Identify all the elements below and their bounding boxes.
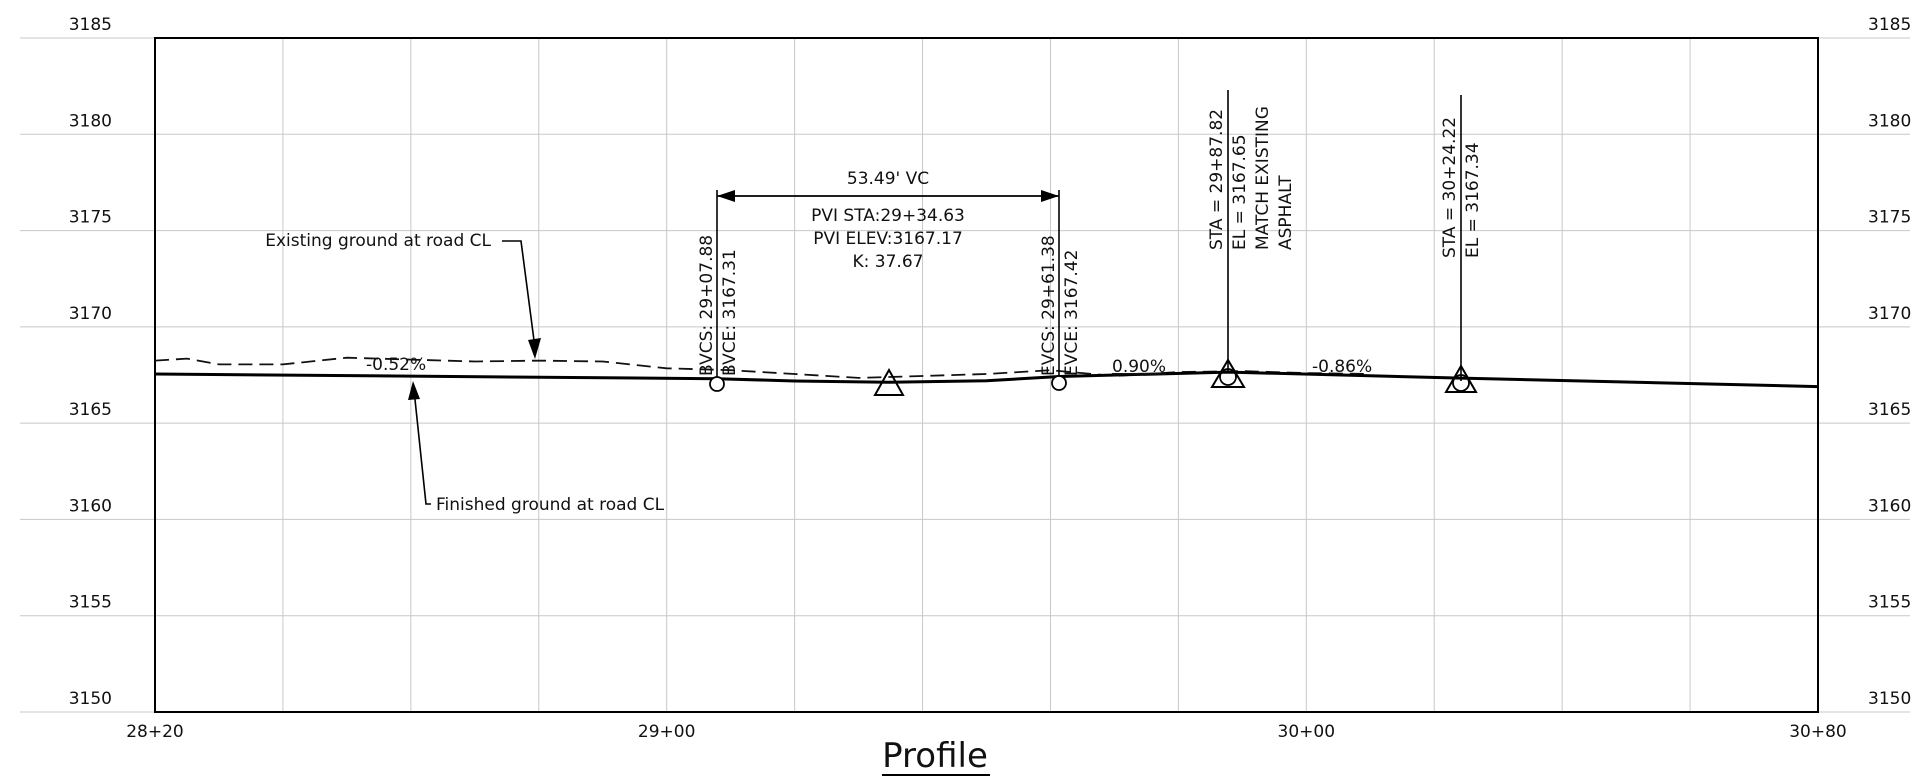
grade-label-3: -0.86% <box>1312 357 1372 377</box>
vc-dimension: 53.49' VC PVI STA:29+34.63 PVI ELEV:3167… <box>716 169 1060 382</box>
elevation-label: 3160 <box>1868 496 1911 516</box>
asphalt-label: ASPHALT <box>1276 175 1296 250</box>
bvce-label: BVCE: 3167.31 <box>720 249 740 376</box>
elevation-label: 3155 <box>1868 593 1911 613</box>
profile-title: Profile <box>882 736 988 776</box>
grade-label-1: -0.52% <box>366 355 426 375</box>
match-existing-label: MATCH EXISTING <box>1253 106 1273 250</box>
elevation-label: 3150 <box>1868 689 1911 709</box>
station-label: 29+00 <box>638 722 696 742</box>
finished-ground-line <box>154 370 1819 389</box>
elevation-label: 3185 <box>1868 15 1911 35</box>
elevation-label: 3155 <box>69 593 112 613</box>
elevation-label: 3165 <box>1868 400 1911 420</box>
finished-ground-label: Finished ground at road CL <box>436 495 665 515</box>
finished-ground-leader <box>413 389 431 505</box>
station-label: 30+00 <box>1278 722 1336 742</box>
vc-length-label: 53.49' VC <box>847 169 929 189</box>
pvi-triangle-marker <box>873 367 905 396</box>
elevation-label: 3180 <box>69 111 112 131</box>
pvi-sta-label: PVI STA:29+34.63 <box>811 206 965 226</box>
sta-30-24-label: STA = 30+24.22 <box>1440 117 1460 258</box>
elevation-label: 3185 <box>69 15 112 35</box>
finished-ground-arrow <box>408 381 420 400</box>
evcs-label: EVCS: 29+61.38 <box>1039 235 1059 376</box>
elevation-label: 3175 <box>1868 208 1911 228</box>
evcs-marker <box>1051 375 1067 391</box>
sta-30-24-circle-marker <box>1452 374 1470 392</box>
k-value-label: K: 37.67 <box>853 252 924 272</box>
pvi-elev-label: PVI ELEV:3167.17 <box>813 229 963 249</box>
vc-arrow-right <box>1041 190 1059 202</box>
existing-ground-leader <box>502 240 536 349</box>
grade-label-2: 0.90% <box>1112 357 1166 377</box>
elevation-label: 3180 <box>1868 111 1911 131</box>
vc-arrow-left <box>717 190 735 202</box>
elevation-label: 3170 <box>69 304 112 324</box>
station-label: 30+80 <box>1789 722 1847 742</box>
el-3167-34-label: EL = 3167.34 <box>1463 142 1483 258</box>
elevation-labels: 3185 3185 3180 3180 3175 3175 3170 3170 3165 3165… <box>69 15 1912 709</box>
station-label: 28+20 <box>126 722 184 742</box>
bvcs-label: BVCS: 29+07.88 <box>697 235 717 376</box>
sta-29-87-circle-marker <box>1219 368 1237 386</box>
existing-ground-arrow <box>528 338 541 359</box>
el-3167-65-label: EL = 3167.65 <box>1230 134 1250 250</box>
elevation-label: 3175 <box>69 208 112 228</box>
evce-label: EVCE: 3167.42 <box>1062 250 1082 376</box>
elevation-label: 3160 <box>69 496 112 516</box>
grid-lines <box>20 37 1910 713</box>
elevation-label: 3170 <box>1868 304 1911 324</box>
existing-ground-line <box>154 356 1371 379</box>
sta-29-87-label: STA = 29+87.82 <box>1207 109 1227 250</box>
bvcs-marker <box>709 376 725 392</box>
existing-ground-label: Existing ground at road CL <box>265 231 491 251</box>
elevation-label: 3165 <box>69 400 112 420</box>
station-labels: 28+20 29+00 30+00 30+80 <box>126 722 1847 742</box>
elevation-label: 3150 <box>69 689 112 709</box>
